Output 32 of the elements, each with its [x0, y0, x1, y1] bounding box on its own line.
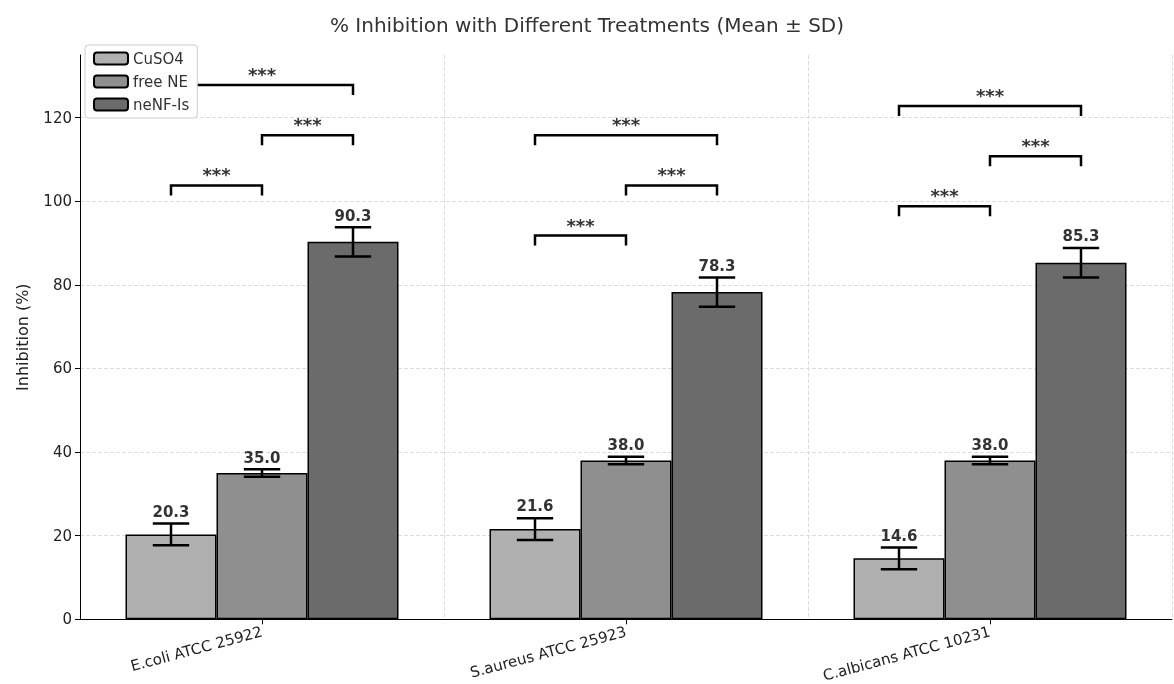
y-tick-label: 20 — [52, 526, 72, 545]
y-tick-label: 40 — [52, 443, 72, 462]
chart-title: % Inhibition with Different Treatments (Mean ± SD) — [329, 13, 845, 37]
y-tick-label: 60 — [52, 359, 72, 378]
legend-label: free NE — [133, 72, 189, 91]
y-tick-label: 100 — [43, 192, 72, 211]
annotation: *** — [1021, 135, 1051, 157]
annotation: *** — [566, 214, 596, 236]
data-label: 38.0 — [971, 436, 1009, 455]
data-label: 20.3 — [152, 502, 190, 521]
annotation: *** — [975, 85, 1005, 106]
legend-label: CuSO4 — [133, 49, 184, 68]
annotation: *** — [247, 64, 277, 86]
data-label: 78.3 — [698, 256, 736, 275]
y-tick-label: 0 — [62, 610, 72, 629]
y-tick-label: 120 — [43, 108, 72, 127]
annotation: *** — [611, 114, 641, 136]
data-label: 90.3 — [334, 206, 372, 225]
data-label: 35.0 — [243, 448, 281, 467]
x-tick-label: S.aureus ATCC 25923 — [468, 622, 629, 682]
annotation: *** — [930, 185, 960, 207]
annotation: *** — [657, 164, 687, 186]
legend-label: neNF-Is — [133, 95, 190, 114]
data-label: 38.0 — [607, 436, 645, 455]
annotation: *** — [293, 114, 323, 136]
y-tick-label: 80 — [52, 275, 72, 294]
x-tick-label: E.coli ATCC 25922 — [128, 622, 265, 676]
annotation: *** — [202, 164, 232, 186]
data-label: 85.3 — [1062, 227, 1100, 246]
y-axis-title: Inhibition (%) — [12, 283, 32, 391]
data-label: 14.6 — [880, 526, 918, 545]
data-label: 21.6 — [516, 497, 554, 516]
